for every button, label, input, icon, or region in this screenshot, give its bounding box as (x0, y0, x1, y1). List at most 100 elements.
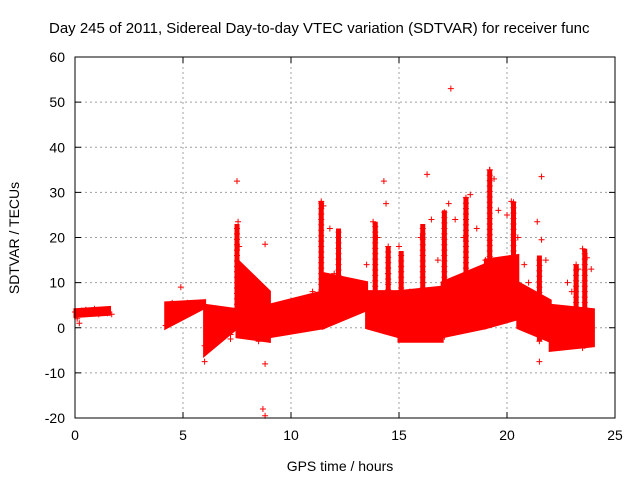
y-tick-label: 0 (57, 320, 65, 336)
data-point (581, 321, 588, 328)
data-point (536, 316, 543, 323)
data-point (581, 310, 588, 317)
data-point (398, 295, 405, 302)
data-point (491, 175, 498, 182)
data-point (573, 315, 580, 322)
data-point (462, 211, 469, 218)
data-point (439, 297, 446, 304)
data-point (342, 279, 348, 286)
data-point (177, 284, 184, 291)
data-point (234, 285, 240, 292)
data-point (419, 225, 426, 232)
data-point (320, 202, 327, 209)
data-point (335, 272, 342, 279)
data-point (318, 297, 325, 304)
data-point (581, 272, 588, 279)
data-point (441, 301, 448, 308)
data-point (536, 322, 543, 329)
data-point (536, 358, 543, 365)
data-point (205, 338, 212, 345)
data-point (510, 280, 517, 287)
data-point (486, 258, 493, 265)
data-point (288, 311, 294, 318)
data-point (462, 303, 469, 310)
data-point (234, 290, 240, 297)
data-point (76, 320, 83, 327)
data-point (462, 265, 469, 272)
data-point (447, 85, 454, 92)
data-point (87, 308, 94, 315)
data-point (385, 313, 392, 320)
data-point (335, 266, 342, 273)
data-point (318, 227, 325, 234)
data-point (583, 254, 590, 261)
y-tick-label: 60 (49, 49, 65, 65)
data-point (510, 258, 517, 265)
data-point (419, 328, 426, 335)
data-point (441, 236, 448, 243)
data-point (318, 211, 325, 218)
data-point (462, 238, 469, 245)
data-point (581, 277, 588, 284)
data-point (419, 230, 426, 237)
data-point (536, 267, 543, 274)
data-point (385, 292, 392, 299)
data-point (318, 292, 325, 299)
data-point (486, 285, 493, 292)
data-point (335, 234, 342, 241)
data-point (536, 273, 543, 280)
data-point (462, 313, 469, 320)
data-point (419, 268, 426, 275)
data-point (510, 264, 517, 271)
data-point (335, 250, 342, 257)
x-axis-label: GPS time / hours (287, 458, 394, 474)
data-point (398, 301, 405, 308)
data-point (419, 322, 426, 329)
y-axis-label: SDTVAR / TECUs (6, 182, 22, 294)
data-point (385, 276, 392, 283)
data-point (169, 299, 176, 306)
data-point (318, 254, 325, 261)
data-point (536, 262, 543, 269)
data-point (419, 290, 426, 297)
data-point (190, 302, 197, 309)
data-point (486, 237, 493, 244)
data-point (486, 193, 493, 200)
data-point (558, 324, 564, 331)
data-point (234, 274, 240, 281)
data-point (462, 276, 469, 283)
data-point (581, 283, 588, 290)
data-point (234, 301, 240, 308)
data-point (510, 204, 517, 211)
data-point (396, 243, 402, 250)
data-point (262, 241, 269, 248)
data-point (417, 234, 424, 241)
data-point (398, 252, 405, 259)
data-point (495, 207, 502, 214)
data-point (212, 306, 219, 313)
data-point (575, 266, 582, 273)
chart-title: Day 245 of 2011, Sidereal Day-to-day VTE… (49, 20, 590, 37)
data-point (473, 225, 480, 232)
data-point (309, 288, 316, 295)
data-point (318, 248, 325, 255)
data-point (486, 242, 493, 249)
data-point (434, 257, 441, 264)
data-point (428, 216, 435, 223)
data-point (335, 256, 342, 263)
data-point (385, 270, 392, 277)
x-tick-label: 20 (499, 427, 515, 443)
x-tick-label: 5 (179, 427, 187, 443)
data-point (331, 270, 338, 277)
data-point (419, 333, 426, 340)
data-point (266, 315, 273, 322)
data-point (460, 234, 467, 241)
data-point (486, 215, 493, 222)
data-point (510, 269, 517, 276)
data-point (372, 315, 379, 322)
data-point (234, 225, 240, 232)
data-point (486, 275, 493, 282)
data-point (510, 248, 517, 255)
data-point (486, 253, 493, 260)
data-point (234, 230, 240, 237)
